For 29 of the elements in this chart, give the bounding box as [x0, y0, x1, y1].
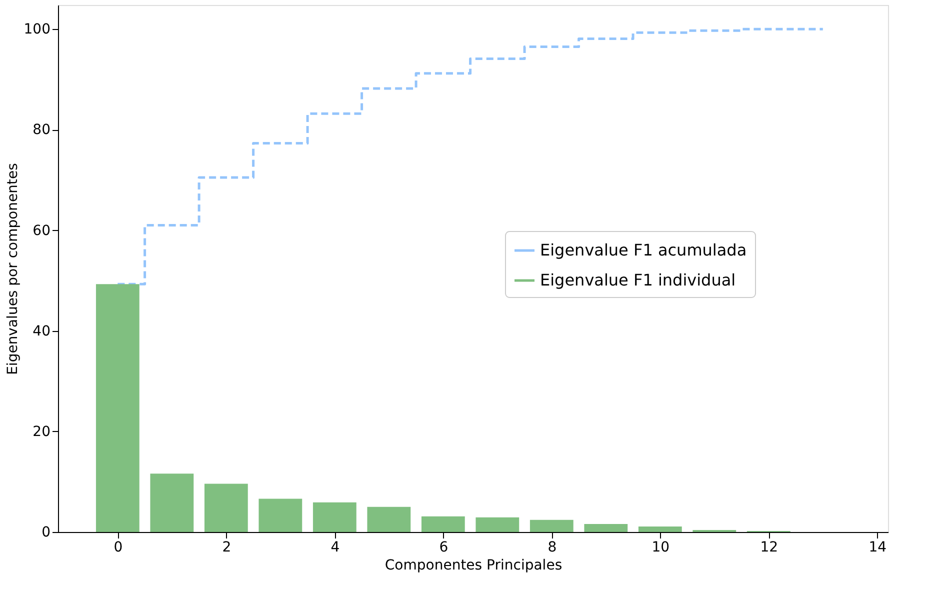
x-tick-label: 14 — [868, 540, 887, 556]
bar — [367, 506, 411, 532]
x-tick-label: 10 — [652, 540, 670, 556]
bar — [96, 284, 140, 532]
bar — [421, 516, 465, 532]
y-tick-label: 40 — [32, 323, 50, 340]
bar — [312, 502, 356, 532]
y-tick-label: 20 — [32, 424, 50, 440]
x-tick-label: 0 — [114, 540, 123, 556]
bar — [584, 524, 628, 532]
legend-label: Eigenvalue F1 acumulada — [540, 240, 747, 260]
x-tick-label: 4 — [330, 540, 340, 556]
y-tick-label: 80 — [32, 122, 50, 138]
bar — [204, 484, 248, 532]
bar — [150, 474, 194, 532]
x-tick-label: 2 — [222, 540, 232, 556]
bar — [530, 520, 574, 532]
legend-label: Eigenvalue F1 individual — [540, 270, 736, 290]
bar — [258, 498, 302, 532]
y-tick-label: 100 — [24, 22, 50, 38]
y-tick-label: 0 — [42, 524, 50, 540]
x-tick-label: 6 — [439, 540, 448, 556]
x-tick-label: 8 — [548, 540, 557, 556]
bar — [476, 517, 520, 532]
y-axis-title: Eigenvalues por componentes — [4, 163, 21, 375]
x-axis-title: Componentes Principales — [384, 558, 562, 574]
y-tick-label: 60 — [32, 222, 50, 239]
x-tick-label: 12 — [760, 540, 778, 556]
bar — [638, 526, 682, 532]
